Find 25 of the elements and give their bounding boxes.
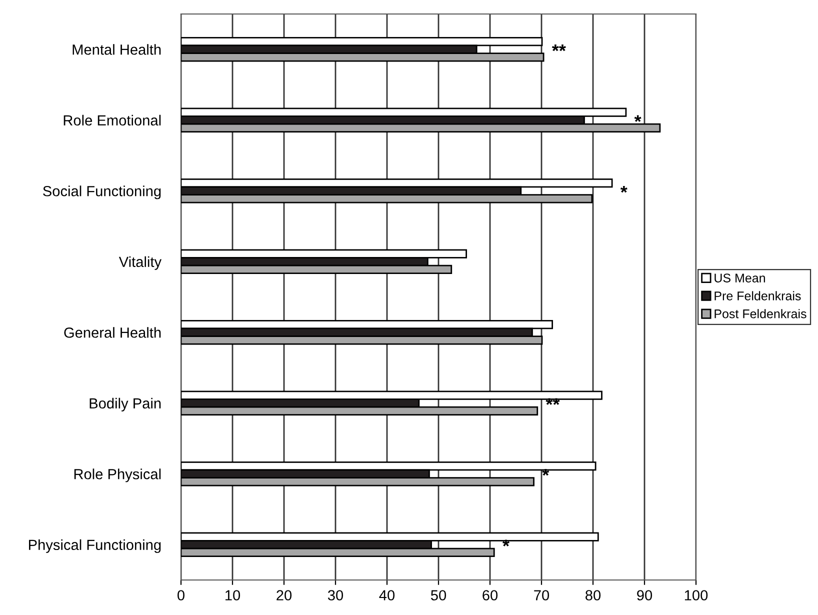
y-tick-label: Bodily Pain bbox=[90, 398, 161, 412]
x-tick-label: 100 bbox=[684, 590, 708, 600]
x-tick-label: 90 bbox=[637, 590, 652, 600]
legend-label: Pre Feldenkrais bbox=[714, 291, 801, 300]
x-tick-label: 30 bbox=[328, 590, 344, 600]
x-tick-label: 40 bbox=[379, 590, 395, 600]
x-tick-label: 80 bbox=[586, 590, 601, 600]
y-tick-label: Mental Health bbox=[72, 44, 161, 55]
x-tick-label: 0 bbox=[178, 590, 184, 600]
y-tick-label: Role Physical bbox=[74, 468, 161, 482]
annotation: * bbox=[634, 115, 642, 122]
y-tick-label: Physical Functioning bbox=[29, 539, 161, 553]
x-tick-label: 70 bbox=[534, 590, 550, 600]
legend-label: US Mean bbox=[714, 274, 765, 282]
x-tick-label: 10 bbox=[226, 590, 240, 600]
y-tick-label: General Health bbox=[64, 327, 161, 338]
y-tick-label: Vitality bbox=[118, 256, 162, 270]
x-tick-label: 50 bbox=[430, 590, 446, 600]
annotation: ** bbox=[552, 44, 566, 52]
y-tick-label: Social Functioning bbox=[43, 186, 161, 200]
x-tick-label: 60 bbox=[482, 590, 498, 600]
x-tick-label: 20 bbox=[276, 590, 292, 600]
y-tick-label: Role Emotional bbox=[64, 114, 161, 126]
legend-label: Post Feldenkrais bbox=[714, 309, 806, 318]
annotation: * bbox=[620, 186, 628, 193]
